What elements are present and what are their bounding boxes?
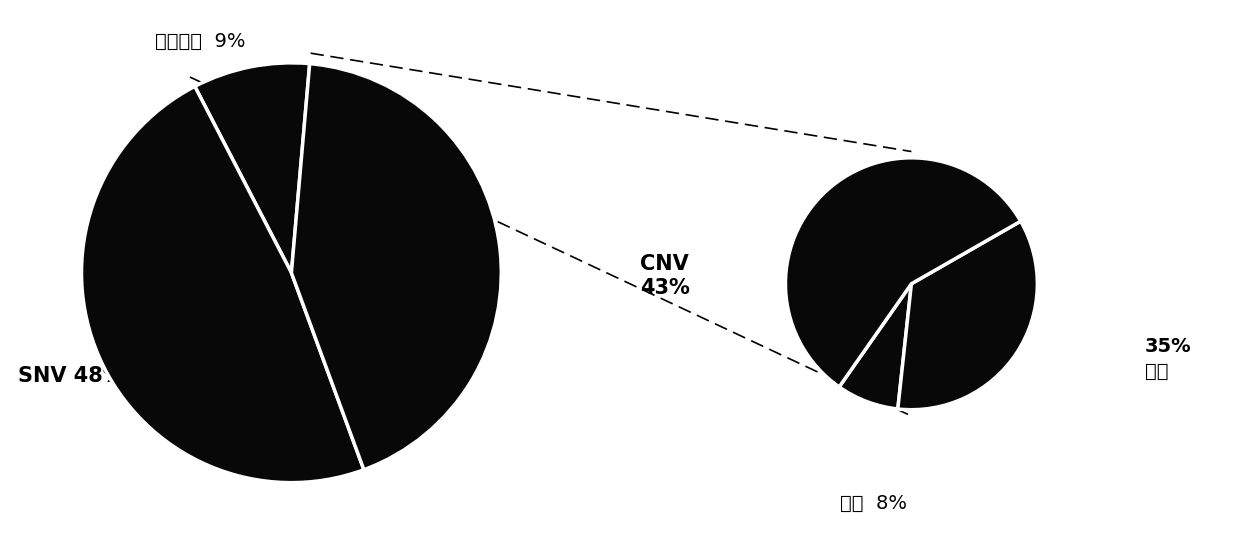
Text: 插入缺失  9%: 插入缺失 9% (155, 31, 246, 51)
Wedge shape (195, 63, 310, 273)
Text: 扩增: 扩增 (1145, 361, 1168, 381)
Wedge shape (839, 284, 911, 409)
Text: 缺失  8%: 缺失 8% (839, 494, 906, 512)
Text: CNV
43%: CNV 43% (640, 255, 689, 298)
Wedge shape (898, 221, 1038, 410)
Wedge shape (82, 87, 363, 483)
Wedge shape (785, 158, 1021, 387)
Wedge shape (291, 63, 501, 470)
Text: 35%: 35% (1145, 337, 1192, 355)
Text: SNV 48%: SNV 48% (19, 366, 124, 386)
